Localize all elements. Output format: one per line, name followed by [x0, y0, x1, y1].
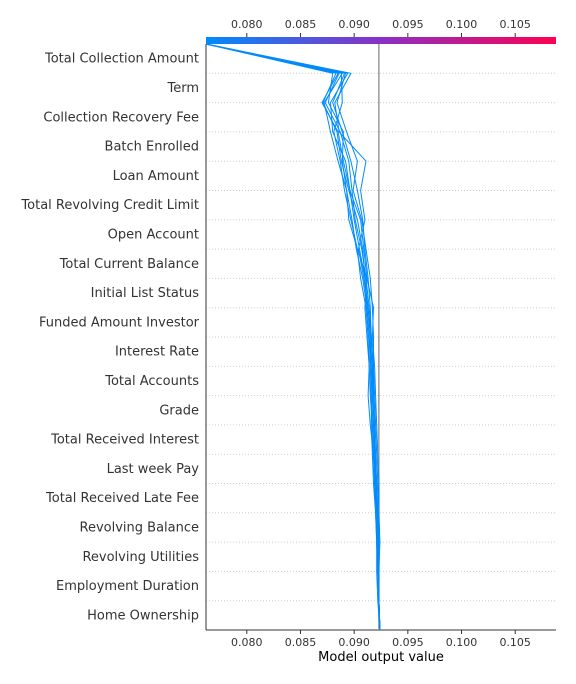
- feature-label: Total Accounts: [104, 374, 199, 389]
- top-tick-label: 0.080: [231, 18, 263, 31]
- decision-line: [205, 43, 381, 631]
- feature-label: Initial List Status: [91, 286, 200, 301]
- feature-label: Total Collection Amount: [44, 52, 199, 67]
- feature-label: Total Received Late Fee: [45, 491, 199, 506]
- decision-line: [205, 43, 381, 631]
- top-tick-label: 0.090: [338, 18, 370, 31]
- feature-label: Revolving Utilities: [82, 550, 199, 565]
- top-tick-label: 0.105: [499, 18, 531, 31]
- top-tick-label: 0.095: [392, 18, 424, 31]
- feature-label: Collection Recovery Fee: [43, 110, 199, 125]
- bottom-tick-label: 0.105: [499, 636, 531, 649]
- colorbar: [206, 37, 556, 44]
- feature-label: Loan Amount: [113, 169, 199, 184]
- feature-label: Revolving Balance: [80, 520, 199, 535]
- feature-label: Home Ownership: [87, 608, 199, 623]
- feature-label: Interest Rate: [115, 345, 199, 360]
- bottom-tick-label: 0.095: [392, 636, 424, 649]
- feature-label: Total Revolving Credit Limit: [20, 198, 199, 213]
- top-ticks: 0.080 0.085 0.090 0.095 0.100 0.105: [231, 18, 531, 37]
- bottom-tick-label: 0.085: [285, 636, 317, 649]
- bottom-tick-label: 0.100: [446, 636, 478, 649]
- bottom-ticks: 0.080 0.085 0.090 0.095 0.100 0.105: [231, 630, 531, 649]
- bottom-tick-label: 0.080: [231, 636, 263, 649]
- feature-label: Last week Pay: [107, 462, 200, 477]
- decision-lines: [205, 43, 381, 631]
- top-tick-label: 0.085: [285, 18, 317, 31]
- row-gridlines: [206, 72, 556, 602]
- feature-label: Funded Amount Investor: [39, 315, 200, 330]
- bottom-tick-label: 0.090: [338, 636, 370, 649]
- x-axis-title: Model output value: [318, 650, 444, 665]
- feature-label: Total Received Interest: [50, 433, 199, 448]
- feature-label: Open Account: [108, 227, 199, 242]
- feature-label: Grade: [159, 403, 199, 418]
- feature-label: Term: [166, 81, 199, 96]
- feature-label: Total Current Balance: [59, 257, 199, 272]
- feature-labels: Total Collection Amount Term Collection Re…: [20, 52, 199, 624]
- feature-label: Employment Duration: [56, 579, 199, 594]
- decision-line: [205, 43, 381, 631]
- top-tick-label: 0.100: [446, 18, 478, 31]
- feature-label: Batch Enrolled: [105, 140, 199, 155]
